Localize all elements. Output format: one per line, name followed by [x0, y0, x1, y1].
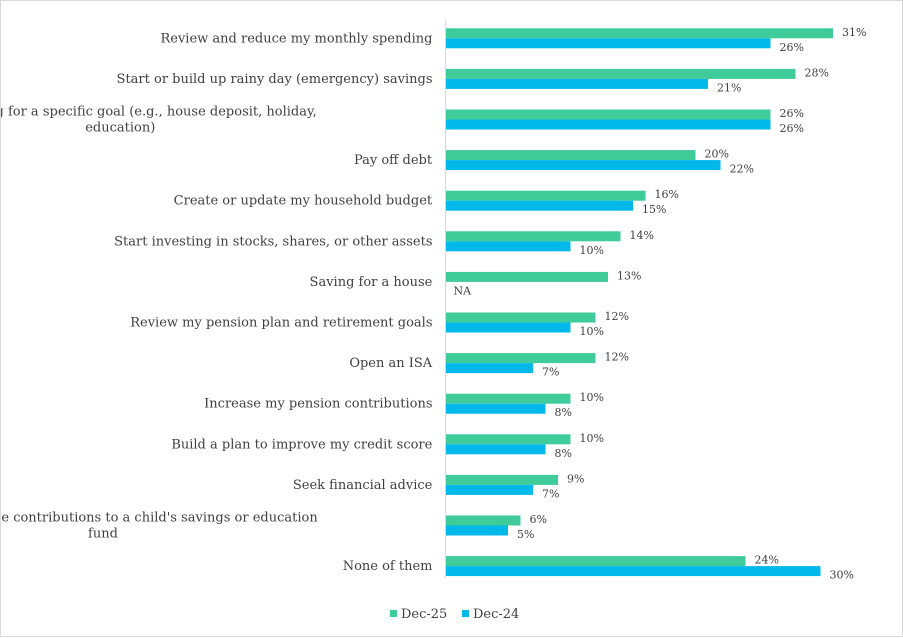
value-label-dec-25-start-investing-in-stocks-shares-or-othe: 14% [630, 229, 654, 242]
value-label-dec-24-seek-financial-advice: 7% [542, 487, 559, 500]
category-label-start-or-build-up-rainy-day-emergency-sa: Start or build up rainy day (emergency) … [117, 72, 433, 87]
value-label-dec-25-create-or-update-my-household-budget: 16% [655, 188, 679, 201]
bar-dec-25-saving-for-a-house [445, 271, 608, 282]
value-label-dec-24-increase-my-pension-contributions: 8% [555, 406, 572, 419]
category-label-start-investing-in-stocks-shares-or-othe: Start investing in stocks, shares, or ot… [114, 234, 432, 249]
bar-dec-24-review-and-reduce-my-monthly-spending [445, 38, 771, 49]
value-label-dec-24-build-a-plan-to-improve-my-credit-score: 8% [555, 447, 572, 460]
category-label-saving-for-a-house: Saving for a house [310, 275, 433, 290]
value-label-dec-25-saving-for-a-house: 13% [617, 269, 641, 282]
value-label-dec-25-increase-my-pension-contributions: 10% [580, 391, 604, 404]
category-label-line: Review my pension plan and retirement go… [130, 316, 432, 331]
category-label-pay-off-debt: Pay off debt [354, 153, 433, 168]
bar-dec-25-seek-financial-advice [445, 474, 558, 485]
value-label-dec-25-open-an-isa: 12% [605, 351, 629, 364]
value-label-dec-24-start-saving-for-a-specific-goal-e-g-hou: 26% [780, 122, 804, 135]
bar-dec-24-open-an-isa [445, 363, 533, 374]
category-label-review-my-pension-plan-and-retirement-go: Review my pension plan and retirement go… [130, 316, 432, 331]
category-label-line: Create or update my household budget [174, 194, 433, 209]
value-label-dec-25-none-of-them: 24% [755, 554, 779, 567]
category-label-review-and-reduce-my-monthly-spending: Review and reduce my monthly spending [160, 31, 432, 46]
legend-swatch-dec-25 [390, 610, 397, 617]
value-label-dec-24-pay-off-debt: 22% [730, 163, 754, 176]
category-label-line: Build a plan to improve my credit score [171, 437, 432, 452]
value-label-dec-25-review-and-reduce-my-monthly-spending: 31% [842, 26, 866, 39]
value-label-dec-24-create-or-update-my-household-budget: 15% [642, 203, 666, 216]
value-label-dec-25-start-saving-for-a-specific-goal-e-g-hou: 26% [780, 107, 804, 120]
category-label-line: Open an ISA [349, 356, 432, 371]
category-label-open-an-isa: Open an ISA [349, 356, 432, 371]
bar-dec-25-start-saving-for-a-specific-goal-e-g-hou [445, 109, 771, 120]
category-label-set-up-or-increase-contributions-to-a-ch: Set up or increase contributions to a ch… [1, 511, 318, 542]
bar-dec-25-increase-my-pension-contributions [445, 393, 571, 404]
bar-dec-25-pay-off-debt [445, 150, 696, 161]
bar-dec-24-build-a-plan-to-improve-my-credit-score [445, 444, 546, 455]
bar-dec-25-review-my-pension-plan-and-retirement-go [445, 312, 596, 323]
bar-dec-24-set-up-or-increase-contributions-to-a-ch [445, 525, 508, 536]
value-label-dec-25-seek-financial-advice: 9% [567, 472, 584, 485]
value-label-dec-24-set-up-or-increase-contributions-to-a-ch: 5% [517, 528, 534, 541]
legend-label-dec-25: Dec-25 [401, 607, 447, 622]
bar-dec-25-create-or-update-my-household-budget [445, 190, 646, 201]
category-label-line: Review and reduce my monthly spending [160, 31, 432, 46]
category-label-line: Increase my pension contributions [204, 397, 432, 412]
value-label-dec-24-review-my-pension-plan-and-retirement-go: 10% [580, 325, 604, 338]
bar-dec-24-start-saving-for-a-specific-goal-e-g-hou [445, 119, 771, 130]
bar-dec-25-open-an-isa [445, 353, 596, 364]
bar-dec-24-start-or-build-up-rainy-day-emergency-sa [445, 78, 708, 89]
category-label-line: None of them [343, 559, 433, 574]
bars [445, 28, 833, 577]
bar-dec-25-none-of-them [445, 556, 746, 567]
value-label-dec-24-start-or-build-up-rainy-day-emergency-sa: 21% [717, 81, 741, 94]
legend-label-dec-24: Dec-24 [473, 607, 519, 622]
category-label-line: Set up or increase contributions to a ch… [1, 511, 318, 526]
value-label-dec-24-open-an-isa: 7% [542, 366, 559, 379]
value-label-dec-25-start-or-build-up-rainy-day-emergency-sa: 28% [805, 66, 829, 79]
bar-dec-24-seek-financial-advice [445, 484, 533, 495]
category-label-line: Start saving for a specific goal (e.g., … [1, 105, 317, 120]
bar-dec-24-review-my-pension-plan-and-retirement-go [445, 322, 571, 333]
category-label-seek-financial-advice: Seek financial advice [293, 478, 433, 493]
category-labels: Review and reduce my monthly spending Sta… [1, 31, 433, 574]
value-label-dec-24-saving-for-a-house: NA [454, 284, 473, 297]
category-label-create-or-update-my-household-budget: Create or update my household budget [174, 194, 433, 209]
bar-dec-25-start-or-build-up-rainy-day-emergency-sa [445, 68, 796, 79]
category-label-line: Seek financial advice [293, 478, 433, 493]
value-label-dec-25-set-up-or-increase-contributions-to-a-ch: 6% [530, 513, 547, 526]
category-label-line: Start investing in stocks, shares, or ot… [114, 234, 432, 249]
value-label-dec-24-none-of-them: 30% [830, 569, 854, 582]
category-label-start-saving-for-a-specific-goal-e-g-hou: Start saving for a specific goal (e.g., … [1, 105, 317, 136]
value-labels: 31%26%28%21%26%26%20%22%16%15%14%10%13%N… [454, 26, 867, 582]
bar-dec-24-increase-my-pension-contributions [445, 403, 546, 414]
legend-swatch-dec-24 [462, 610, 469, 617]
category-label-line: Start or build up rainy day (emergency) … [117, 72, 433, 87]
bar-dec-25-set-up-or-increase-contributions-to-a-ch [445, 515, 521, 526]
category-label-line: Pay off debt [354, 153, 433, 168]
category-label-increase-my-pension-contributions: Increase my pension contributions [204, 397, 432, 412]
category-label-line: education) [85, 121, 155, 136]
bar-dec-24-none-of-them [445, 566, 821, 577]
bar-dec-24-pay-off-debt [445, 160, 721, 171]
value-label-dec-25-pay-off-debt: 20% [705, 148, 729, 161]
legend: Dec-25 Dec-24 [390, 607, 519, 622]
category-label-none-of-them: None of them [343, 559, 433, 574]
value-label-dec-25-review-my-pension-plan-and-retirement-go: 12% [605, 310, 629, 323]
category-label-build-a-plan-to-improve-my-credit-score: Build a plan to improve my credit score [171, 437, 432, 452]
value-label-dec-24-start-investing-in-stocks-shares-or-othe: 10% [580, 244, 604, 257]
bar-dec-25-build-a-plan-to-improve-my-credit-score [445, 434, 571, 445]
category-label-line: fund [88, 527, 118, 542]
value-label-dec-25-build-a-plan-to-improve-my-credit-score: 10% [580, 432, 604, 445]
bar-dec-25-start-investing-in-stocks-shares-or-othe [445, 231, 621, 242]
bar-dec-24-start-investing-in-stocks-shares-or-othe [445, 241, 571, 252]
bar-dec-25-review-and-reduce-my-monthly-spending [445, 28, 833, 39]
bar-dec-24-create-or-update-my-household-budget [445, 200, 633, 211]
category-label-line: Saving for a house [310, 275, 433, 290]
value-label-dec-24-review-and-reduce-my-monthly-spending: 26% [780, 41, 804, 54]
